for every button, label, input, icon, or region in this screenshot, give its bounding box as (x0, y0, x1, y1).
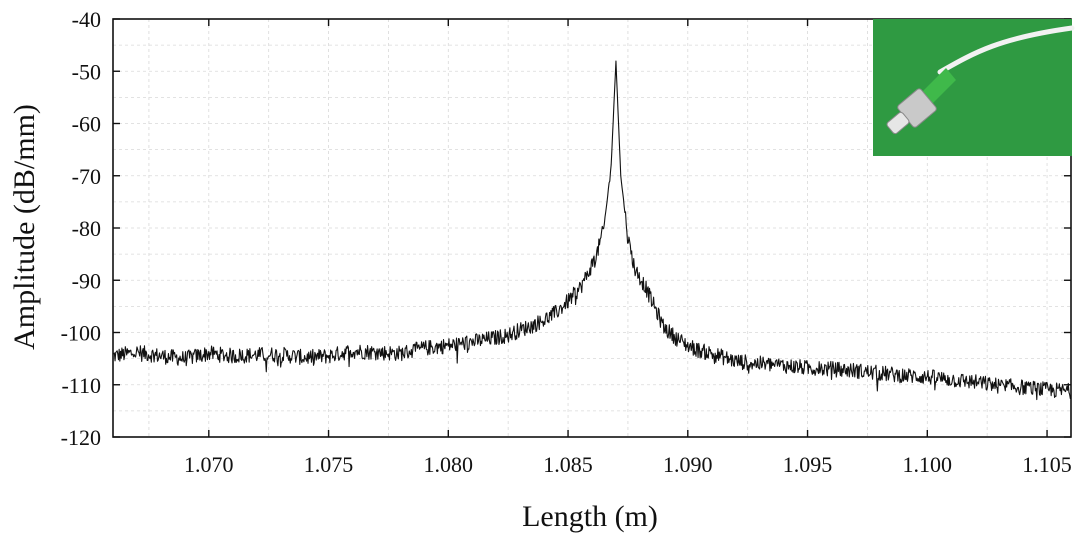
y-tick-label: -120 (61, 425, 101, 450)
y-tick-label: -70 (72, 164, 101, 189)
y-tick-label: -50 (72, 59, 101, 84)
x-tick-label: 1.080 (424, 452, 474, 477)
amplitude-series-line (112, 60, 1072, 401)
x-tick-label: 1.100 (903, 452, 953, 477)
y-tick-label: -40 (72, 7, 101, 32)
y-tick-label: -100 (61, 321, 101, 346)
x-tick-label: 1.070 (184, 452, 234, 477)
x-axis-title: Length (m) (522, 500, 658, 533)
y-tick-labels: -120 -110 -100 -90 -80 -70 -60 -50 -40 (61, 7, 101, 450)
fiber-cable (937, 25, 1075, 75)
connector-ferrule (886, 111, 910, 135)
plot-area (112, 60, 1072, 401)
fiber-boot (922, 68, 956, 104)
fiber-connector-photo-icon (873, 19, 1075, 156)
x-tick-labels: 1.070 1.075 1.080 1.085 1.090 1.095 1.100 1.105 (184, 452, 1072, 477)
y-tick-label: -110 (61, 373, 101, 398)
y-tick-label: -60 (72, 112, 101, 137)
y-tick-label: -80 (72, 216, 101, 241)
x-tick-label: 1.095 (783, 452, 833, 477)
x-tick-label: 1.090 (663, 452, 713, 477)
y-axis-title: Amplitude (dB/mm) (8, 104, 41, 350)
inset-photo-background (873, 19, 1072, 156)
x-tick-label: 1.105 (1022, 452, 1072, 477)
x-tick-label: 1.085 (543, 452, 593, 477)
x-tick-label: 1.075 (304, 452, 354, 477)
y-tick-label: -90 (72, 268, 101, 293)
